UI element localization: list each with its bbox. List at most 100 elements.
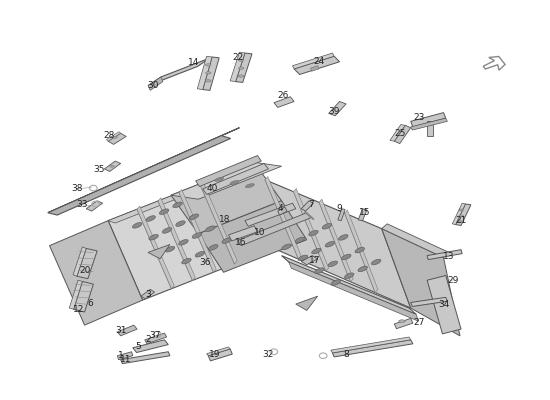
Text: 26: 26 <box>277 92 288 100</box>
Ellipse shape <box>322 224 332 229</box>
Polygon shape <box>382 228 460 336</box>
Polygon shape <box>329 102 346 116</box>
Polygon shape <box>197 56 212 90</box>
Polygon shape <box>235 53 252 82</box>
Polygon shape <box>148 77 163 90</box>
Polygon shape <box>382 224 449 258</box>
Text: 2: 2 <box>145 335 151 344</box>
Ellipse shape <box>309 230 318 236</box>
Ellipse shape <box>149 234 158 240</box>
Text: 34: 34 <box>438 300 449 308</box>
Ellipse shape <box>358 266 367 272</box>
Ellipse shape <box>238 67 244 69</box>
Ellipse shape <box>459 215 463 217</box>
Text: 7: 7 <box>308 200 314 209</box>
Polygon shape <box>455 204 471 226</box>
Ellipse shape <box>110 165 114 167</box>
Text: 8: 8 <box>343 350 349 359</box>
Polygon shape <box>331 337 411 353</box>
Text: 21: 21 <box>455 216 467 225</box>
Polygon shape <box>74 282 94 312</box>
Text: 19: 19 <box>209 350 221 359</box>
Text: 1: 1 <box>118 351 124 360</box>
Polygon shape <box>294 188 329 271</box>
Text: 35: 35 <box>93 164 104 174</box>
Polygon shape <box>265 176 301 259</box>
Polygon shape <box>427 250 462 260</box>
Polygon shape <box>282 256 416 314</box>
Polygon shape <box>319 199 353 282</box>
Polygon shape <box>171 162 282 234</box>
Polygon shape <box>199 201 307 272</box>
Ellipse shape <box>176 221 185 226</box>
Polygon shape <box>73 247 86 276</box>
Polygon shape <box>108 133 126 144</box>
Ellipse shape <box>312 248 321 254</box>
Text: 22: 22 <box>232 53 244 62</box>
Text: 37: 37 <box>149 331 161 340</box>
Text: 32: 32 <box>263 350 274 359</box>
Text: 13: 13 <box>443 252 455 261</box>
Ellipse shape <box>245 184 255 188</box>
Polygon shape <box>427 276 461 334</box>
Text: 10: 10 <box>254 228 266 237</box>
Text: 33: 33 <box>76 200 88 209</box>
Ellipse shape <box>206 80 211 82</box>
Ellipse shape <box>344 273 354 278</box>
Text: 6: 6 <box>87 299 93 308</box>
Polygon shape <box>239 169 411 308</box>
Ellipse shape <box>328 261 338 266</box>
Polygon shape <box>104 161 120 171</box>
Text: 20: 20 <box>79 266 90 275</box>
Polygon shape <box>171 162 282 199</box>
Polygon shape <box>411 118 447 130</box>
Ellipse shape <box>355 247 365 253</box>
Text: 30: 30 <box>148 81 160 90</box>
Text: 18: 18 <box>219 214 230 224</box>
Ellipse shape <box>182 258 191 264</box>
Polygon shape <box>107 132 120 141</box>
Text: 9: 9 <box>337 204 343 213</box>
Text: 29: 29 <box>447 276 459 285</box>
Text: 31: 31 <box>115 326 126 335</box>
Ellipse shape <box>325 242 334 247</box>
Ellipse shape <box>331 280 340 285</box>
Text: 12: 12 <box>73 305 85 314</box>
Ellipse shape <box>339 235 348 240</box>
Polygon shape <box>245 203 296 226</box>
Text: 40: 40 <box>206 184 218 193</box>
Polygon shape <box>117 325 137 336</box>
Polygon shape <box>301 201 314 211</box>
Text: 23: 23 <box>414 113 425 122</box>
Polygon shape <box>158 198 195 280</box>
Polygon shape <box>230 52 245 82</box>
Polygon shape <box>411 113 446 127</box>
Polygon shape <box>228 226 257 241</box>
Polygon shape <box>69 280 82 309</box>
Text: 38: 38 <box>71 184 82 193</box>
Ellipse shape <box>206 72 211 74</box>
Polygon shape <box>179 190 216 272</box>
Polygon shape <box>293 53 334 69</box>
Polygon shape <box>117 352 133 360</box>
Text: 4: 4 <box>278 204 283 213</box>
Ellipse shape <box>189 214 199 220</box>
Polygon shape <box>311 66 319 71</box>
Ellipse shape <box>133 222 142 228</box>
Polygon shape <box>148 244 170 259</box>
Text: 5: 5 <box>135 342 141 352</box>
Polygon shape <box>289 262 419 321</box>
Polygon shape <box>137 206 174 289</box>
Polygon shape <box>301 256 318 265</box>
Ellipse shape <box>459 209 463 211</box>
Polygon shape <box>148 58 211 86</box>
Polygon shape <box>394 125 411 144</box>
Text: 17: 17 <box>309 256 320 265</box>
Ellipse shape <box>206 226 215 232</box>
Polygon shape <box>452 203 465 225</box>
Ellipse shape <box>371 259 381 265</box>
Polygon shape <box>133 340 168 352</box>
Polygon shape <box>208 349 232 361</box>
Polygon shape <box>483 56 505 70</box>
Polygon shape <box>278 207 287 215</box>
